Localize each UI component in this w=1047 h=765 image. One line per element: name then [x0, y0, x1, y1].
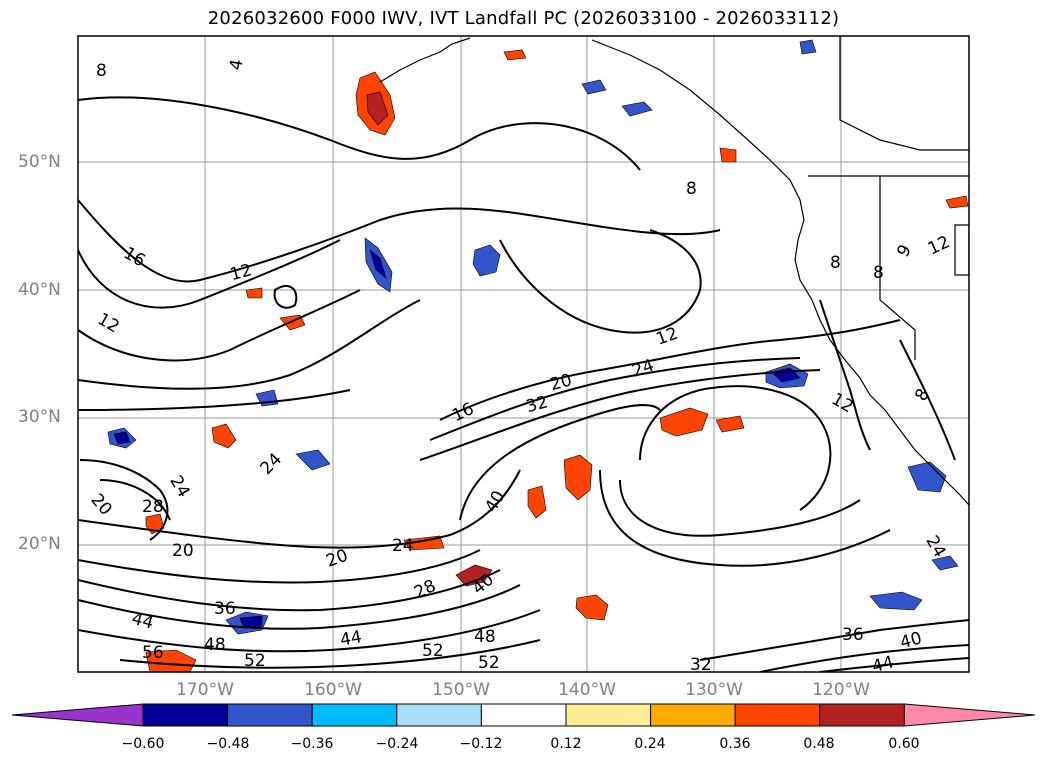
lat-label: 30°N [18, 407, 61, 427]
colorbar-tick-label: −0.48 [206, 736, 250, 752]
colorbar-tick-label: 0.60 [888, 736, 920, 752]
contour-label: 24 [257, 449, 286, 478]
colorbar-tick-label: 0.12 [550, 736, 582, 752]
contour-label: 44 [339, 627, 364, 650]
contour-label: 56 [142, 643, 164, 663]
contour-label: 28 [142, 497, 164, 517]
contour-label: 36 [214, 599, 236, 619]
contour-label: 9 [893, 241, 916, 260]
colorbar-segment [396, 703, 482, 727]
contour-label: 44 [129, 609, 155, 634]
contour-label: 28 [411, 576, 439, 603]
contour-label: 52 [422, 641, 444, 661]
lon-label: 120°W [812, 680, 870, 700]
colorbar-segment [311, 703, 398, 727]
contour-label: 12 [925, 232, 953, 259]
lon-label: 150°W [432, 680, 490, 700]
lat-label: 50°N [18, 152, 61, 172]
contour-label: 48 [474, 627, 496, 647]
colorbar-segment [227, 703, 313, 727]
colorbar-segment [734, 703, 821, 727]
contour-label: 20 [86, 490, 115, 519]
colorbar-extend-low [11, 703, 144, 727]
map-title: 2026032600 F000 IWV, IVT Landfall PC (20… [207, 8, 840, 29]
graticule [78, 36, 969, 672]
colorbar-segment [650, 703, 736, 727]
contour-label: 12 [828, 389, 857, 417]
contour-label: 8 [830, 253, 841, 273]
colorbar-segment [480, 703, 567, 727]
contour-label: 12 [228, 260, 254, 285]
colorbar-tick-label: 0.48 [803, 736, 835, 752]
colorbar-segment [819, 703, 905, 727]
contour-label: 52 [244, 651, 266, 671]
lon-label: 170°W [176, 680, 234, 700]
contour-label-group: 8 4 8 16 12 12 8 8 9 12 12 20 24 32 16 1… [86, 58, 953, 678]
contour-label: 52 [478, 653, 500, 673]
contour-label: 24 [392, 536, 414, 556]
lat-label: 40°N [18, 280, 61, 300]
colorbar-tick-label: −0.36 [290, 736, 334, 752]
contour-label: 12 [654, 324, 681, 350]
contour-label: 8 [873, 263, 884, 283]
lon-label: 140°W [558, 680, 616, 700]
colorbar-tick-label: −0.60 [121, 736, 165, 752]
contour-label: 16 [120, 243, 149, 271]
colorbar-extend-high [903, 703, 1036, 727]
contour-label: 32 [690, 655, 712, 675]
contour-label: 8 [96, 61, 107, 81]
contour-label: 40 [481, 487, 509, 516]
lat-label: 20°N [18, 534, 61, 554]
coastlines [379, 36, 969, 506]
iwv-contours [78, 96, 969, 672]
colorbar-segment [142, 703, 229, 727]
contour-label: 36 [842, 625, 864, 645]
pc-anomaly-patches [107, 39, 969, 672]
contour-label: 20 [324, 546, 351, 572]
contour-label: 24 [165, 472, 193, 501]
colorbar-tick-label: −0.24 [375, 736, 419, 752]
lon-label: 160°W [304, 680, 362, 700]
contour-label: 48 [204, 635, 226, 655]
colorbar [11, 703, 1036, 727]
contour-label: 8 [686, 179, 697, 199]
colorbar-tick-label: 0.36 [719, 736, 751, 752]
contour-label: 12 [94, 309, 123, 337]
colorbar-tick-label: −0.12 [459, 736, 503, 752]
contour-label: 4 [226, 58, 248, 72]
map-frame [77, 35, 970, 673]
colorbar-segment [565, 703, 652, 727]
contour-label: 44 [870, 652, 896, 677]
contour-label: 20 [548, 370, 574, 395]
lon-label: 130°W [685, 680, 743, 700]
colorbar-tick-label: 0.24 [634, 736, 666, 752]
contour-label: 20 [172, 541, 194, 561]
